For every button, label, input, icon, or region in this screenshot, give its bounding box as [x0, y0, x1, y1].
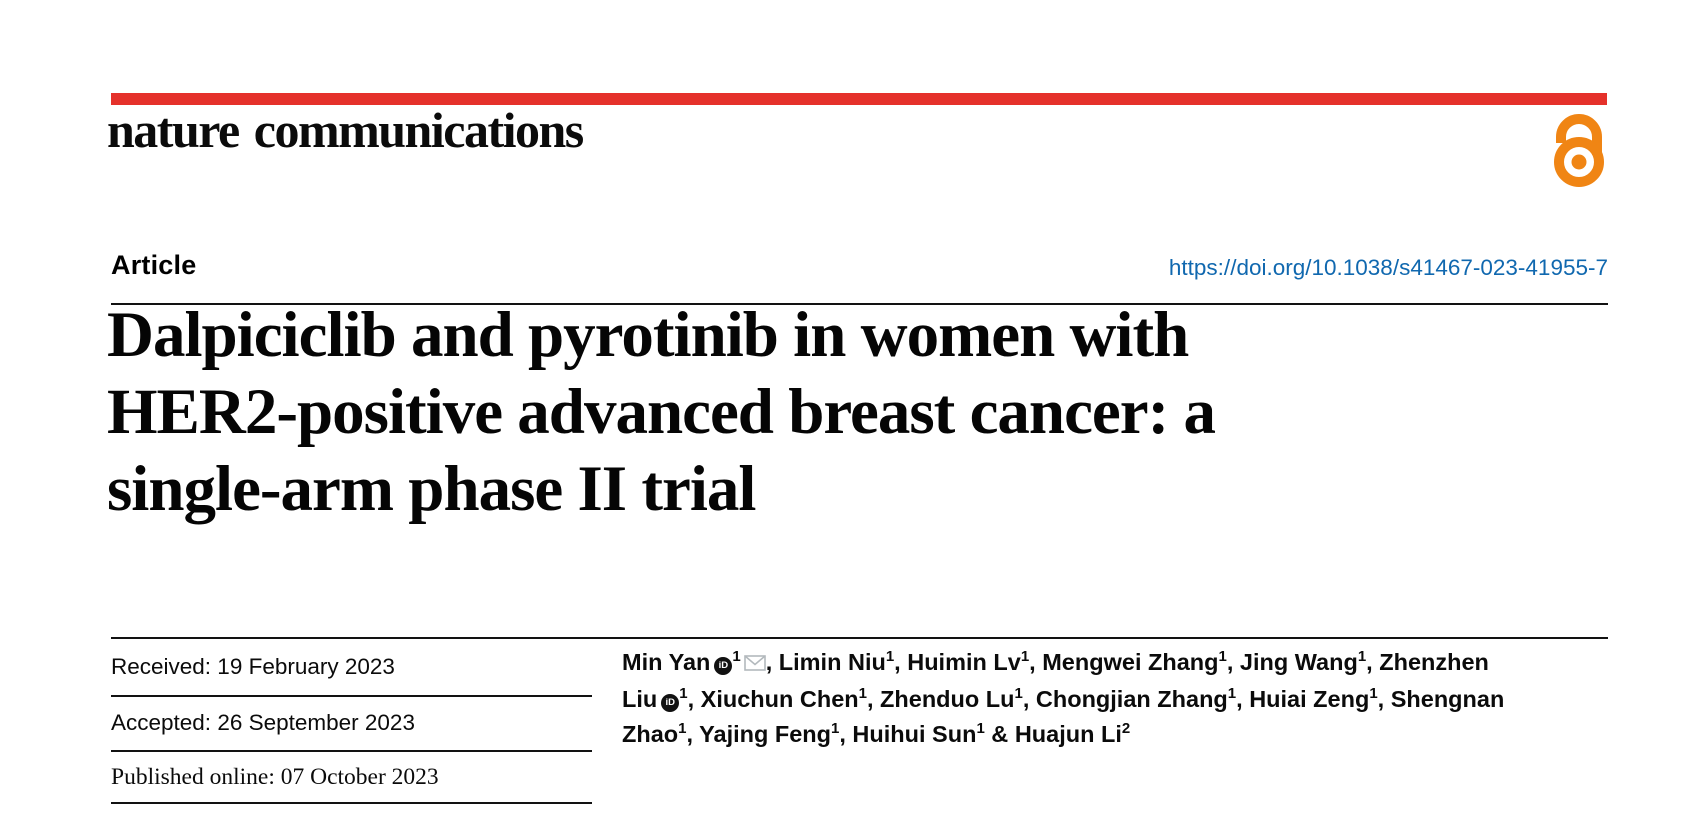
affiliation-superscript: 1	[976, 720, 985, 738]
author-name: Zhenzhen Liu iD1	[622, 649, 1489, 712]
article-type-label: Article	[111, 250, 197, 280]
meta-row: Article https://doi.org/10.1038/s41467-0…	[111, 250, 1608, 281]
affiliation-superscript: 1	[1020, 648, 1030, 666]
journal-wordmark: nature communications	[107, 102, 584, 158]
author-name: Xiuchun Chen1	[700, 684, 867, 712]
author-name: Mengwei Zhang1	[1042, 648, 1227, 675]
author-list: Min Yan iD1, Limin Niu1, Huimin Lv1, Meng…	[622, 645, 1522, 753]
affiliation-superscript: 1	[1218, 648, 1227, 666]
affiliation-superscript: 1	[732, 648, 741, 666]
paper-title-line: HER2-positive advanced breast cancer: a	[107, 376, 1216, 448]
dates-column: Received: 19 February 2023 Accepted: 26 S…	[111, 639, 592, 804]
author-name: Chongjian Zhang1	[1035, 684, 1237, 712]
paper-title-line: single-arm phase II trial	[107, 453, 756, 525]
affiliation-superscript: 1	[1369, 684, 1378, 702]
accent-bar	[111, 93, 1607, 105]
divider-rule-mid	[111, 637, 1608, 639]
envelope-icon[interactable]	[743, 646, 766, 682]
author-name: Shengnan Zhao1	[622, 685, 1505, 748]
affiliation-superscript: 1	[678, 720, 687, 738]
affiliation-superscript: 2	[1121, 720, 1131, 738]
affiliation-superscript: 1	[831, 720, 840, 738]
author-name: Huajun Li2	[1014, 720, 1131, 747]
author-name: Min Yan iD1	[622, 649, 766, 675]
author-name: Huimin Lv1	[907, 648, 1030, 675]
orcid-id-icon[interactable]: iD	[661, 693, 680, 712]
author-name: Huihui Sun1	[852, 720, 985, 747]
affiliation-superscript: 1	[1227, 684, 1237, 702]
open-access-lock-icon	[1551, 110, 1607, 188]
affiliation-superscript: 1	[1014, 684, 1023, 702]
author-name: Huiai Zeng1	[1249, 684, 1378, 712]
date-row: Received: 19 February 2023	[111, 639, 592, 697]
author-name: Limin Niu1	[778, 648, 895, 675]
paper-title: Dalpiciclib and pyrotinib in women with …	[107, 297, 1587, 528]
author-name: Zhenduo Lu1	[880, 684, 1023, 712]
affiliation-superscript: 1	[1357, 648, 1367, 666]
divider-rule-top	[111, 303, 1608, 305]
orcid-id-icon[interactable]: iD	[714, 657, 733, 675]
doi-link[interactable]: https://doi.org/10.1038/s41467-023-41955…	[1168, 255, 1608, 280]
author-name: Yajing Feng1	[699, 720, 840, 747]
date-row: Published online: 07 October 2023	[111, 752, 592, 804]
author-name: Jing Wang1	[1239, 648, 1367, 675]
date-row: Accepted: 26 September 2023	[111, 697, 592, 752]
affiliation-superscript: 1	[858, 684, 867, 702]
affiliation-superscript: 1	[885, 648, 895, 666]
paper-title-line: Dalpiciclib and pyrotinib in women with	[107, 299, 1189, 371]
affiliation-superscript: 1	[679, 684, 688, 702]
